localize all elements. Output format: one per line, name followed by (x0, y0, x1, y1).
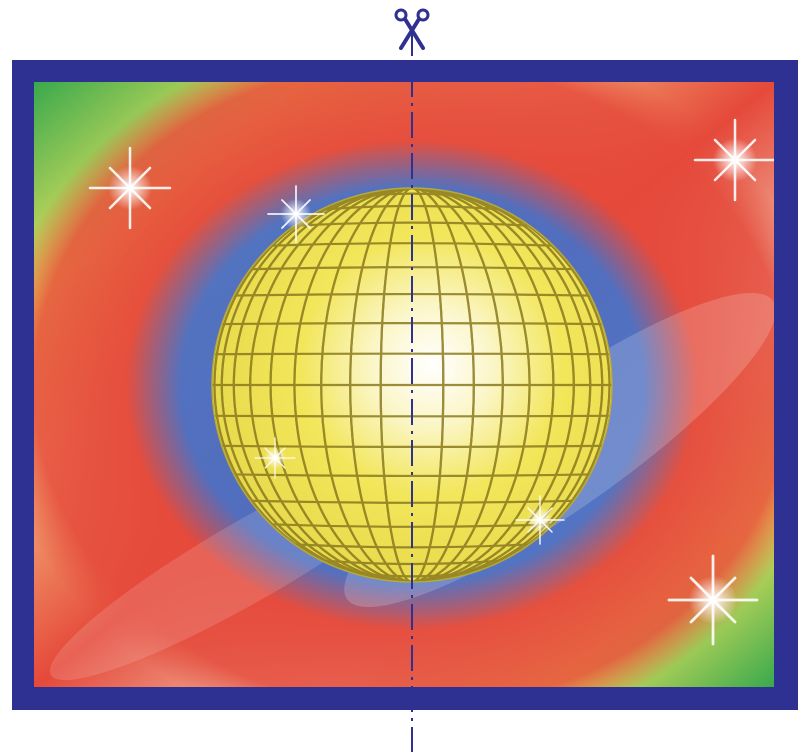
scissors-icon (394, 8, 430, 50)
disco-ball (211, 187, 613, 583)
sparkle-icon (88, 118, 774, 646)
card-artwork (34, 82, 774, 687)
